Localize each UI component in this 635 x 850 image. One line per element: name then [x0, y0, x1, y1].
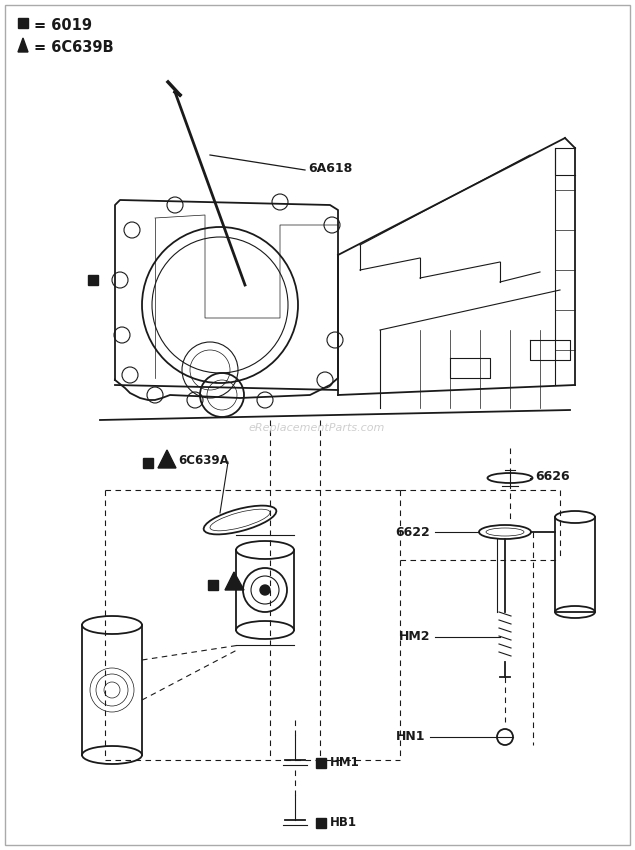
Bar	[88, 275, 98, 285]
Text: 6A618: 6A618	[308, 162, 352, 174]
Bar	[316, 818, 326, 828]
Circle shape	[260, 585, 270, 595]
Bar	[316, 758, 326, 768]
Polygon shape	[158, 450, 176, 468]
Polygon shape	[18, 38, 28, 52]
Text: eReplacementParts.com: eReplacementParts.com	[249, 423, 385, 433]
Text: HN1: HN1	[396, 730, 425, 744]
Text: 6C639A: 6C639A	[178, 454, 229, 467]
Bar	[208, 580, 218, 590]
Text: HB1: HB1	[330, 817, 357, 830]
Polygon shape	[225, 572, 244, 590]
Text: = 6019: = 6019	[34, 18, 92, 32]
Text: HM1: HM1	[330, 756, 360, 769]
Bar	[143, 458, 153, 468]
Bar	[18, 18, 28, 28]
Text: HM2: HM2	[399, 631, 430, 643]
Text: = 6C639B: = 6C639B	[34, 39, 114, 54]
Text: 6626: 6626	[535, 469, 570, 483]
Text: 6622: 6622	[395, 525, 430, 539]
